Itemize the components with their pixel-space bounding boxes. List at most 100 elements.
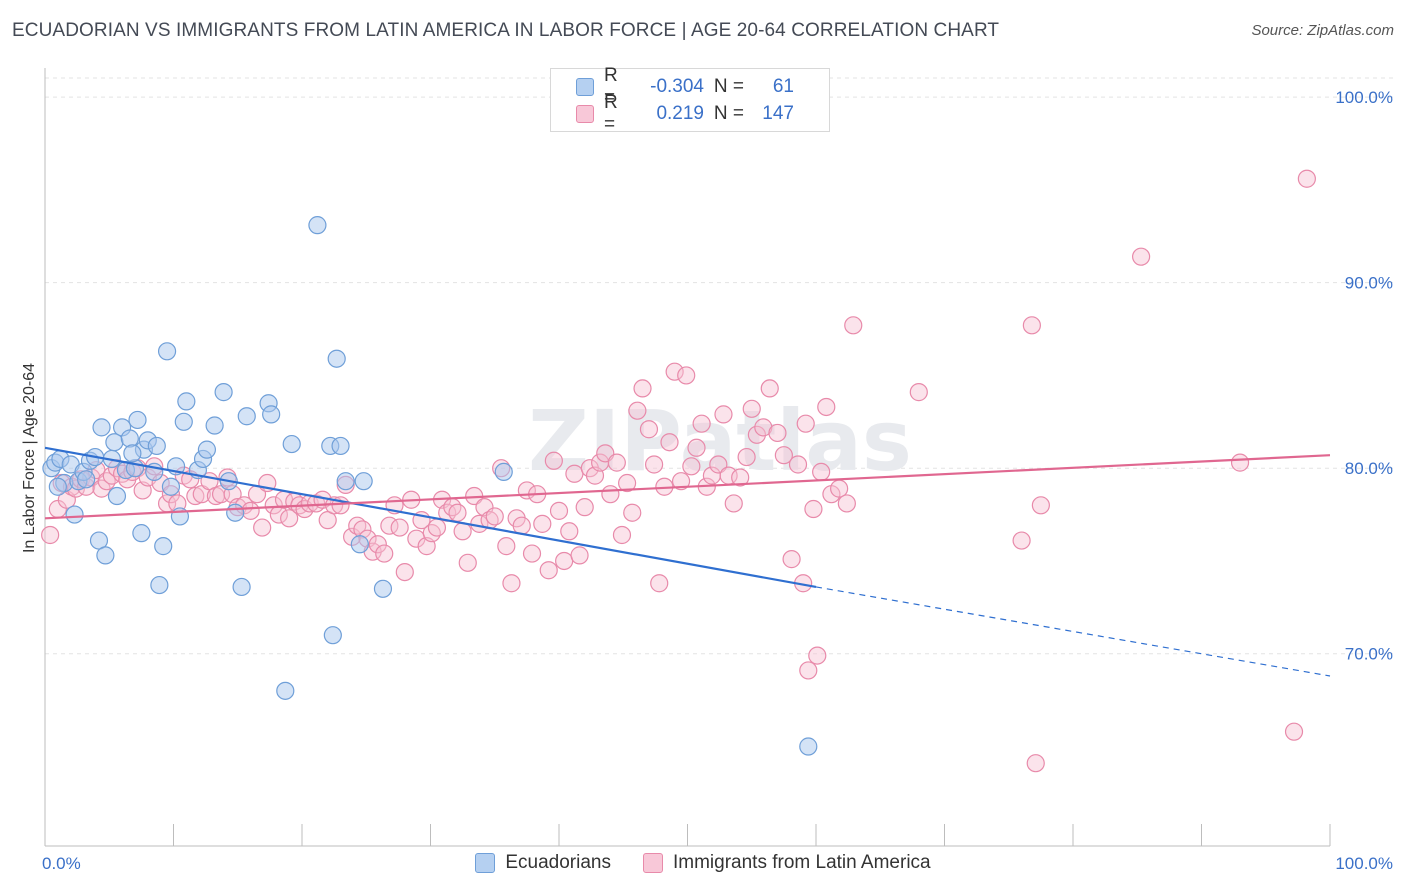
data-point-immigrants <box>575 498 594 517</box>
data-point-immigrants <box>677 366 696 385</box>
legend-row-ecuadorians: R = -0.304 N = 61 <box>576 65 794 108</box>
legend-r-label: R = <box>604 92 618 135</box>
data-point-ecuadorians <box>154 537 173 556</box>
data-point-ecuadorians <box>150 575 169 595</box>
data-point-immigrants <box>485 507 504 526</box>
data-point-immigrants <box>804 499 823 519</box>
data-point-ecuadorians <box>354 472 373 491</box>
data-point-immigrants <box>742 399 761 418</box>
legend-label: Immigrants from Latin America <box>672 852 931 873</box>
data-point-ecuadorians <box>237 407 256 426</box>
data-point-immigrants <box>253 518 272 537</box>
data-point-immigrants <box>264 496 283 515</box>
data-point-ecuadorians <box>323 626 342 645</box>
data-point-ecuadorians <box>92 418 111 437</box>
data-point-immigrants <box>737 447 756 467</box>
legend-r-value: 0.219 <box>656 103 704 124</box>
data-point-ecuadorians <box>799 737 818 756</box>
data-point-immigrants <box>724 494 743 513</box>
source-label: Source: ZipAtlas.com <box>1251 22 1394 39</box>
data-point-ecuadorians <box>232 577 251 597</box>
legend-n-label: N = <box>713 76 744 97</box>
legend-row-immigrants: R = 0.219 N = 147 <box>576 92 794 135</box>
data-point-immigrants <box>687 438 706 457</box>
data-point-immigrants <box>1012 531 1031 550</box>
data-point-immigrants <box>682 457 701 476</box>
data-point-immigrants <box>796 414 815 433</box>
data-point-immigrants <box>760 379 779 398</box>
data-point-immigrants <box>544 451 563 470</box>
data-point-immigrants <box>41 525 60 545</box>
data-point-ecuadorians <box>350 535 369 554</box>
data-point-immigrants <box>731 468 750 487</box>
data-point-immigrants <box>714 405 733 424</box>
data-point-immigrants <box>497 537 516 556</box>
data-point-ecuadorians <box>282 434 301 454</box>
legend-n-label: N = <box>713 103 744 124</box>
trend-line-ecuadorians <box>44 446 817 589</box>
y-tick-label: 90.0% <box>1345 274 1393 293</box>
data-point-immigrants <box>241 501 260 520</box>
trend-lines <box>44 446 1331 677</box>
data-point-ecuadorians <box>205 416 224 435</box>
data-point-immigrants <box>422 524 441 543</box>
data-point-immigrants <box>644 455 664 474</box>
data-point-immigrants <box>665 362 684 381</box>
data-point-immigrants <box>549 501 569 520</box>
data-point-immigrants <box>628 401 647 420</box>
data-point-immigrants <box>909 383 928 402</box>
series-immigrants-points <box>41 169 1316 773</box>
data-point-immigrants <box>1022 316 1041 335</box>
data-point-ecuadorians <box>262 405 281 424</box>
data-point-immigrants <box>623 503 642 522</box>
data-point-immigrants <box>788 455 808 474</box>
y-tick-label: 70.0% <box>1345 645 1393 664</box>
trend-line-immigrants <box>44 454 1331 520</box>
y-tick-label: 100.0% <box>1335 88 1393 107</box>
data-point-immigrants <box>808 646 827 665</box>
data-point-immigrants <box>1132 247 1151 266</box>
data-point-ecuadorians <box>174 412 193 431</box>
data-point-immigrants <box>671 472 691 491</box>
data-point-immigrants <box>565 464 584 483</box>
data-point-immigrants <box>1297 169 1316 188</box>
series-legend: Ecuadorians Immigrants from Latin Americ… <box>0 852 1406 874</box>
chart-title: ECUADORIAN VS IMMIGRANTS FROM LATIN AMER… <box>12 20 1000 41</box>
data-point-immigrants <box>607 453 626 472</box>
data-point-immigrants <box>502 574 521 593</box>
data-point-immigrants <box>97 472 116 491</box>
data-point-immigrants <box>612 525 632 545</box>
data-point-immigrants <box>692 414 711 433</box>
pink-swatch <box>642 853 663 873</box>
data-point-immigrants <box>539 561 558 580</box>
data-point-immigrants <box>522 544 542 563</box>
data-point-immigrants <box>375 544 394 563</box>
data-point-ecuadorians <box>77 470 96 489</box>
data-point-ecuadorians <box>48 477 67 496</box>
data-point-immigrants <box>812 462 831 482</box>
data-point-ecuadorians <box>177 392 196 411</box>
legend-label: Ecuadorians <box>505 852 611 873</box>
data-point-immigrants <box>186 486 205 506</box>
data-point-ecuadorians <box>197 440 217 459</box>
data-point-immigrants <box>601 485 620 504</box>
series-ecuadorians-points <box>42 216 818 756</box>
legend-item-immigrants: Immigrants from Latin America <box>642 852 931 874</box>
data-point-immigrants <box>1284 722 1304 741</box>
data-point-ecuadorians <box>308 216 327 235</box>
pink-swatch <box>576 105 594 123</box>
blue-swatch <box>576 78 594 96</box>
x-tick-label: 0.0% <box>42 854 81 873</box>
blue-swatch <box>475 853 496 873</box>
data-point-ecuadorians <box>327 349 346 368</box>
data-point-immigrants <box>1031 496 1050 515</box>
data-point-ecuadorians <box>96 546 115 565</box>
data-point-immigrants <box>555 551 574 571</box>
data-point-immigrants <box>650 574 669 593</box>
data-point-ecuadorians <box>494 462 513 482</box>
x-tick-label: 100.0% <box>1335 854 1393 873</box>
data-point-immigrants <box>844 316 863 335</box>
data-point-immigrants <box>774 446 793 465</box>
axes <box>44 68 1331 847</box>
